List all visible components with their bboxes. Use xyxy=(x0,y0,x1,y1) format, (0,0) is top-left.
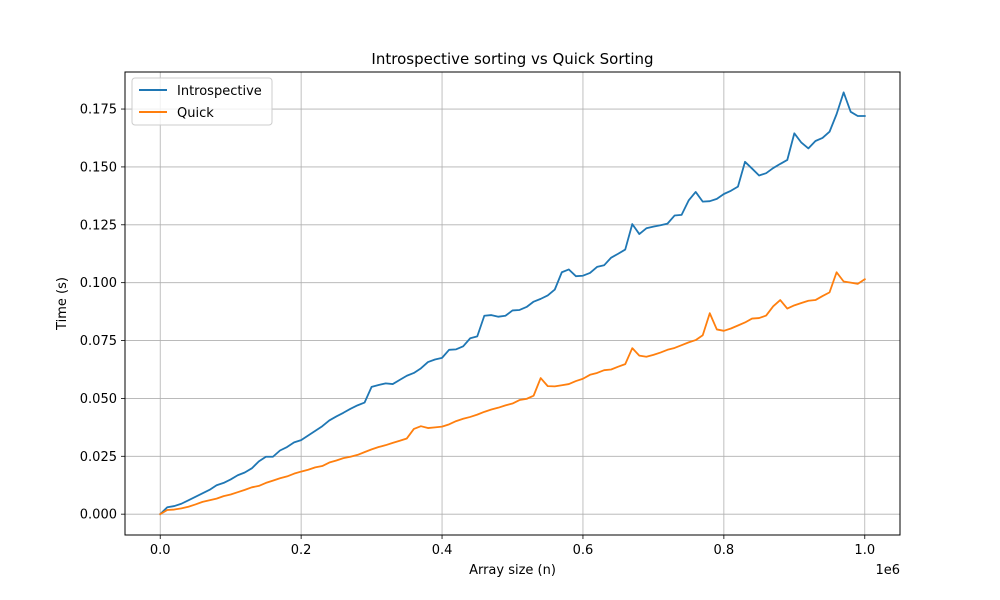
x-tick-label: 0.0 xyxy=(150,543,171,558)
y-tick-label: 0.125 xyxy=(80,218,117,233)
x-tick-label: 0.8 xyxy=(714,543,735,558)
legend-label-quick: Quick xyxy=(177,106,214,121)
grid xyxy=(125,72,900,535)
plot-frame xyxy=(124,71,901,536)
x-tick-label: 0.4 xyxy=(432,543,453,558)
x-tick-label: 0.2 xyxy=(291,543,312,558)
y-tick-label: 0.000 xyxy=(80,508,117,523)
series-line-introspective xyxy=(158,91,866,516)
y-tick-label: 0.100 xyxy=(80,276,117,291)
legend: Introspective Quick xyxy=(131,77,273,126)
x-tick-label: 0.6 xyxy=(573,543,594,558)
x-tick-label: 1.0 xyxy=(854,543,875,558)
y-tick-label: 0.175 xyxy=(80,103,117,118)
y-axis-label: Time (s) xyxy=(55,277,70,331)
series-lines xyxy=(158,91,867,516)
legend-label-introspective: Introspective xyxy=(177,84,262,99)
y-tick-label: 0.050 xyxy=(80,392,117,407)
y-tick-label: 0.150 xyxy=(80,160,117,175)
series-line-quick xyxy=(158,271,867,516)
x-axis-label: Array size (n) xyxy=(469,563,556,578)
chart-title: Introspective sorting vs Quick Sorting xyxy=(371,50,653,68)
x-axis: 0.0 0.2 0.4 0.6 0.8 1.0 xyxy=(150,535,875,558)
y-axis: 0.000 0.025 0.050 0.075 0.100 0.125 0.150 0.175 xyxy=(80,103,125,523)
y-tick-label: 0.075 xyxy=(80,334,117,349)
x-axis-offset-label: 1e6 xyxy=(875,563,900,578)
y-tick-label: 0.025 xyxy=(80,450,117,465)
